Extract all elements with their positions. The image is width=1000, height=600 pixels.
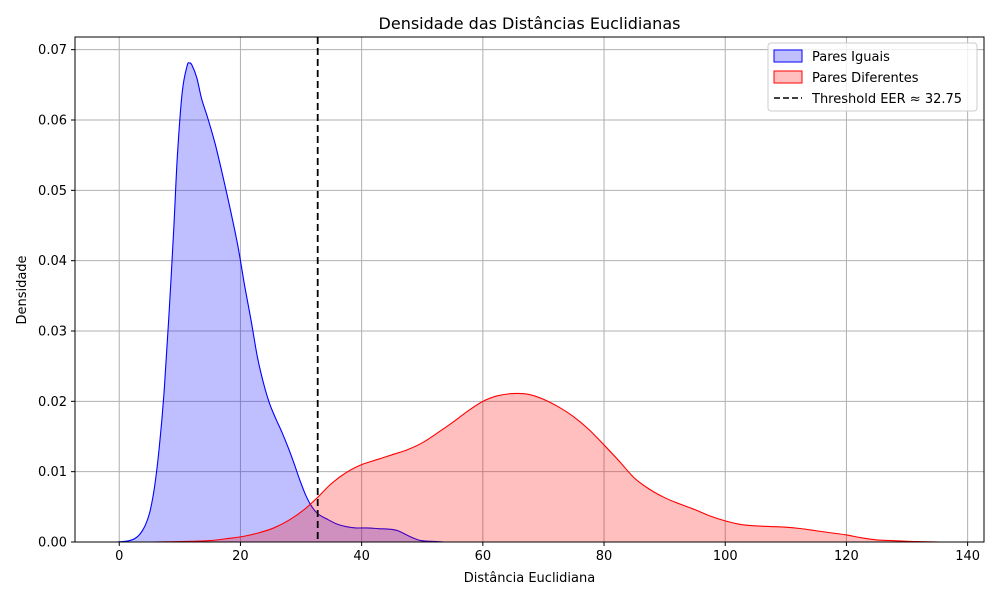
y-axis-title: Densidade [15,255,30,324]
series-layer [117,62,941,543]
x-tick-label: 120 [834,549,859,564]
chart-title: Densidade das Distâncias Euclidianas [379,14,681,33]
density-area-pares-diferentes [152,393,941,542]
density-line-pares-iguais [117,62,445,543]
y-tick-label: 0.05 [38,184,67,199]
legend: Pares Iguais Pares Diferentes Threshold … [767,42,978,112]
legend-swatch-pares-iguais [773,49,803,63]
plot-frame [74,36,985,543]
y-tick-label: 0.03 [38,324,67,339]
legend-swatch-pares-diferentes [773,70,803,84]
legend-frame [767,42,978,112]
axis-ticks: 0 20 40 60 80 100 120 140 0.00 0.01 0.02 0.03 0.04 0.… [38,43,980,564]
y-tick-label: 0.01 [38,465,67,480]
x-tick-label: 100 [713,549,738,564]
x-tick-label: 0 [115,549,123,564]
y-tick-label: 0.06 [38,113,67,128]
y-tick-label: 0.02 [38,395,67,410]
x-tick-label: 40 [353,549,370,564]
y-tick-label: 0.00 [38,536,67,551]
legend-label-pares-diferentes: Pares Diferentes [812,71,919,86]
density-line-pares-diferentes [152,392,941,543]
x-axis-title: Distância Euclidiana [464,571,595,586]
x-tick-label: 80 [596,549,613,564]
legend-label-threshold: Threshold EER ≈ 32.75 [811,92,962,107]
legend-label-pares-iguais: Pares Iguais [812,50,890,65]
y-tick-label: 0.07 [38,43,67,58]
x-tick-label: 20 [232,549,249,564]
x-tick-label: 140 [955,549,980,564]
x-tick-label: 60 [475,549,492,564]
y-tick-label: 0.04 [38,254,67,269]
density-area-pares-iguais [117,62,445,542]
